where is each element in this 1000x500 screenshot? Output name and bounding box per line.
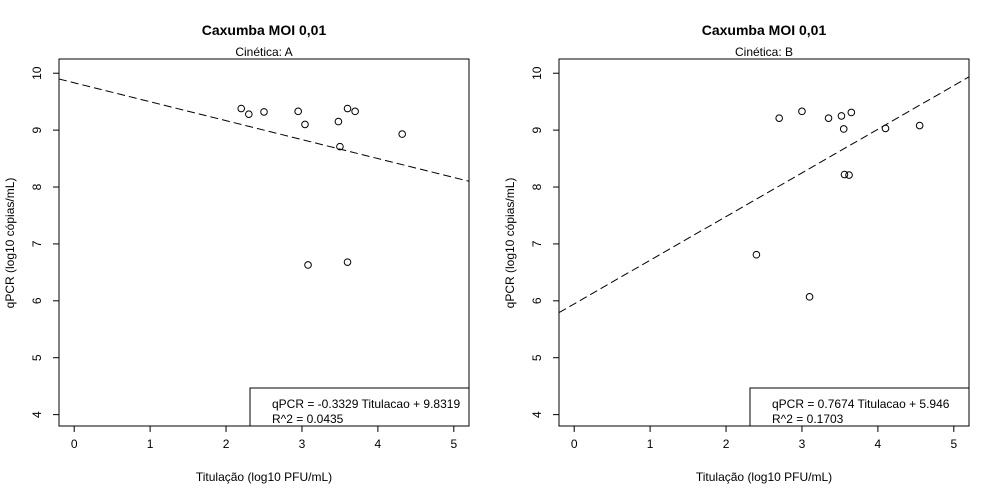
x-tick-label: 1 — [147, 437, 154, 451]
x-axis-label: Titulação (log10 PFU/mL) — [696, 470, 832, 484]
data-point — [915, 121, 924, 130]
y-tick-label: 6 — [30, 297, 44, 304]
x-tick-label: 2 — [723, 437, 730, 451]
x-tick-label: 2 — [223, 437, 230, 451]
data-point — [798, 107, 806, 116]
legend-equation: qPCR = 0.7674 Titulacao + 5.946 — [772, 397, 950, 411]
x-tick-label: 1 — [647, 437, 654, 451]
data-point — [839, 125, 848, 133]
data-point — [343, 258, 352, 266]
y-tick-label: 9 — [30, 126, 44, 133]
y-axis-label: qPCR (log10 cópias/mL) — [3, 178, 17, 309]
x-tick-label: 5 — [950, 437, 957, 451]
data-point — [840, 170, 849, 179]
legend-box — [749, 387, 970, 427]
data-point — [260, 108, 268, 116]
data-point — [847, 108, 856, 117]
y-tick-label: 8 — [30, 183, 44, 190]
plot-frame — [558, 58, 970, 427]
data-point — [398, 130, 406, 138]
chart-panel-a: Caxumba MOI 0,01 Cinética: A Titulação (… — [3, 22, 470, 484]
data-point — [237, 104, 246, 113]
chart-title: Caxumba MOI 0,01 — [702, 22, 827, 38]
x-axis-label: Titulação (log10 PFU/mL) — [196, 470, 332, 484]
y-tick-label: 4 — [30, 411, 44, 418]
data-point — [343, 104, 352, 113]
data-point — [775, 114, 783, 122]
chart-subtitle: Cinética: A — [235, 45, 292, 59]
y-tick-label: 6 — [530, 297, 544, 304]
x-tick-label: 0 — [571, 437, 578, 451]
y-tick-label: 8 — [530, 183, 544, 190]
data-point — [824, 114, 833, 122]
regression-line — [559, 76, 969, 314]
legend-r-squared: R^2 = 0.1703 — [772, 412, 844, 426]
x-tick-label: 5 — [450, 437, 457, 451]
data-point — [304, 261, 312, 269]
data-point — [351, 107, 359, 116]
plot-frame — [58, 58, 470, 427]
y-axis-label: qPCR (log10 cópias/mL) — [503, 178, 517, 309]
y-tick-label: 9 — [530, 126, 544, 133]
x-tick-label: 0 — [71, 437, 78, 451]
x-tick-label: 3 — [799, 437, 806, 451]
chart-panel-b: Caxumba MOI 0,01 Cinética: B Titulação (… — [503, 22, 970, 484]
y-tick-label: 7 — [30, 240, 44, 247]
data-point — [837, 112, 846, 120]
y-tick-label: 7 — [530, 240, 544, 247]
data-point — [336, 142, 344, 151]
data-point — [294, 107, 302, 116]
y-tick-label: 10 — [30, 66, 44, 80]
y-tick-label: 5 — [530, 354, 544, 361]
x-tick-label: 4 — [375, 437, 382, 451]
data-point — [845, 171, 853, 179]
y-tick-label: 5 — [30, 354, 44, 361]
regression-line — [59, 78, 469, 182]
legend-r-squared: R^2 = 0.0435 — [272, 412, 344, 426]
legend-equation: qPCR = -0.3329 Titulacao + 9.8319 — [272, 397, 460, 411]
chart-title: Caxumba MOI 0,01 — [202, 22, 327, 38]
x-tick-label: 3 — [299, 437, 306, 451]
x-tick-label: 4 — [875, 437, 882, 451]
y-tick-label: 10 — [530, 66, 544, 80]
data-point — [334, 117, 343, 126]
data-point — [752, 250, 761, 259]
chart-subtitle: Cinética: B — [735, 45, 793, 59]
y-tick-label: 4 — [530, 411, 544, 418]
data-point — [245, 110, 253, 118]
legend-box — [249, 387, 470, 427]
data-point — [881, 124, 890, 133]
data-point — [805, 293, 814, 301]
data-point — [301, 120, 309, 129]
